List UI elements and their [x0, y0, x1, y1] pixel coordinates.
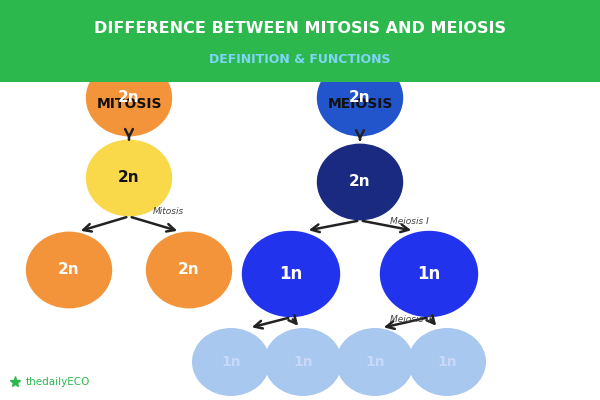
- Text: 2n: 2n: [349, 174, 371, 190]
- Ellipse shape: [146, 232, 232, 308]
- Ellipse shape: [264, 328, 342, 396]
- Ellipse shape: [408, 328, 486, 396]
- Ellipse shape: [317, 144, 403, 220]
- Ellipse shape: [192, 328, 270, 396]
- Bar: [0, 0, 600, 82]
- Text: 2n: 2n: [349, 90, 371, 106]
- Text: DIFFERENCE BETWEEN MITOSIS AND MEIOSIS: DIFFERENCE BETWEEN MITOSIS AND MEIOSIS: [94, 21, 506, 36]
- Text: 1n: 1n: [221, 355, 241, 369]
- Text: 1n: 1n: [418, 265, 440, 283]
- Text: 2n: 2n: [118, 170, 140, 186]
- Text: 2n: 2n: [118, 90, 140, 106]
- Text: MEIOSIS: MEIOSIS: [328, 97, 392, 111]
- Text: DEFINITION & FUNCTIONS: DEFINITION & FUNCTIONS: [209, 52, 391, 66]
- Text: 1n: 1n: [280, 265, 302, 283]
- Text: Mitosis: Mitosis: [153, 207, 184, 216]
- Text: Meiosis I: Meiosis I: [390, 218, 429, 226]
- Ellipse shape: [26, 232, 112, 308]
- Text: Meiosis II: Meiosis II: [390, 316, 431, 324]
- Text: 2n: 2n: [58, 262, 80, 278]
- Ellipse shape: [336, 328, 414, 396]
- Text: 1n: 1n: [437, 355, 457, 369]
- Ellipse shape: [86, 60, 172, 136]
- Ellipse shape: [380, 231, 478, 317]
- Text: 1n: 1n: [365, 355, 385, 369]
- Text: thedailyECO: thedailyECO: [25, 377, 89, 387]
- Text: 2n: 2n: [178, 262, 200, 278]
- Text: 1n: 1n: [293, 355, 313, 369]
- Ellipse shape: [86, 140, 172, 216]
- Ellipse shape: [317, 60, 403, 136]
- Text: MITOSIS: MITOSIS: [96, 97, 162, 111]
- Ellipse shape: [242, 231, 340, 317]
